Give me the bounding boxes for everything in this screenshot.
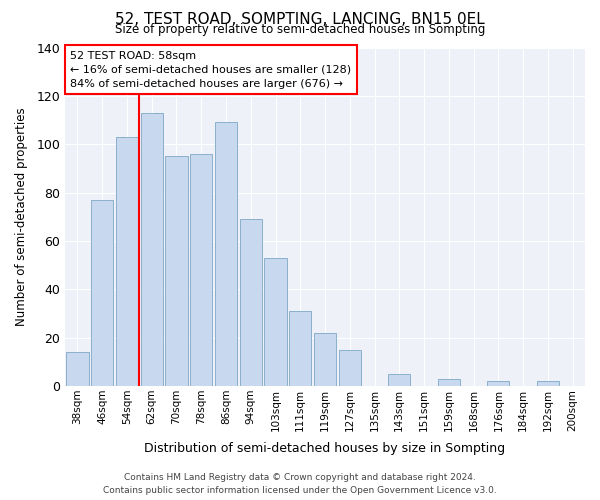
Bar bbox=[190, 154, 212, 386]
Bar bbox=[537, 381, 559, 386]
Text: Contains HM Land Registry data © Crown copyright and database right 2024.
Contai: Contains HM Land Registry data © Crown c… bbox=[103, 474, 497, 495]
Text: 52 TEST ROAD: 58sqm
← 16% of semi-detached houses are smaller (128)
84% of semi-: 52 TEST ROAD: 58sqm ← 16% of semi-detach… bbox=[70, 51, 352, 89]
Bar bbox=[314, 333, 336, 386]
Bar bbox=[437, 378, 460, 386]
Bar bbox=[140, 113, 163, 386]
Y-axis label: Number of semi-detached properties: Number of semi-detached properties bbox=[15, 108, 28, 326]
Bar bbox=[338, 350, 361, 386]
X-axis label: Distribution of semi-detached houses by size in Sompting: Distribution of semi-detached houses by … bbox=[145, 442, 506, 455]
Bar bbox=[388, 374, 410, 386]
Bar bbox=[67, 352, 89, 386]
Bar bbox=[265, 258, 287, 386]
Bar bbox=[91, 200, 113, 386]
Bar bbox=[116, 137, 138, 386]
Bar bbox=[487, 381, 509, 386]
Text: 52, TEST ROAD, SOMPTING, LANCING, BN15 0EL: 52, TEST ROAD, SOMPTING, LANCING, BN15 0… bbox=[115, 12, 485, 28]
Text: Size of property relative to semi-detached houses in Sompting: Size of property relative to semi-detach… bbox=[115, 22, 485, 36]
Bar bbox=[289, 311, 311, 386]
Bar bbox=[239, 219, 262, 386]
Bar bbox=[215, 122, 237, 386]
Bar bbox=[166, 156, 188, 386]
